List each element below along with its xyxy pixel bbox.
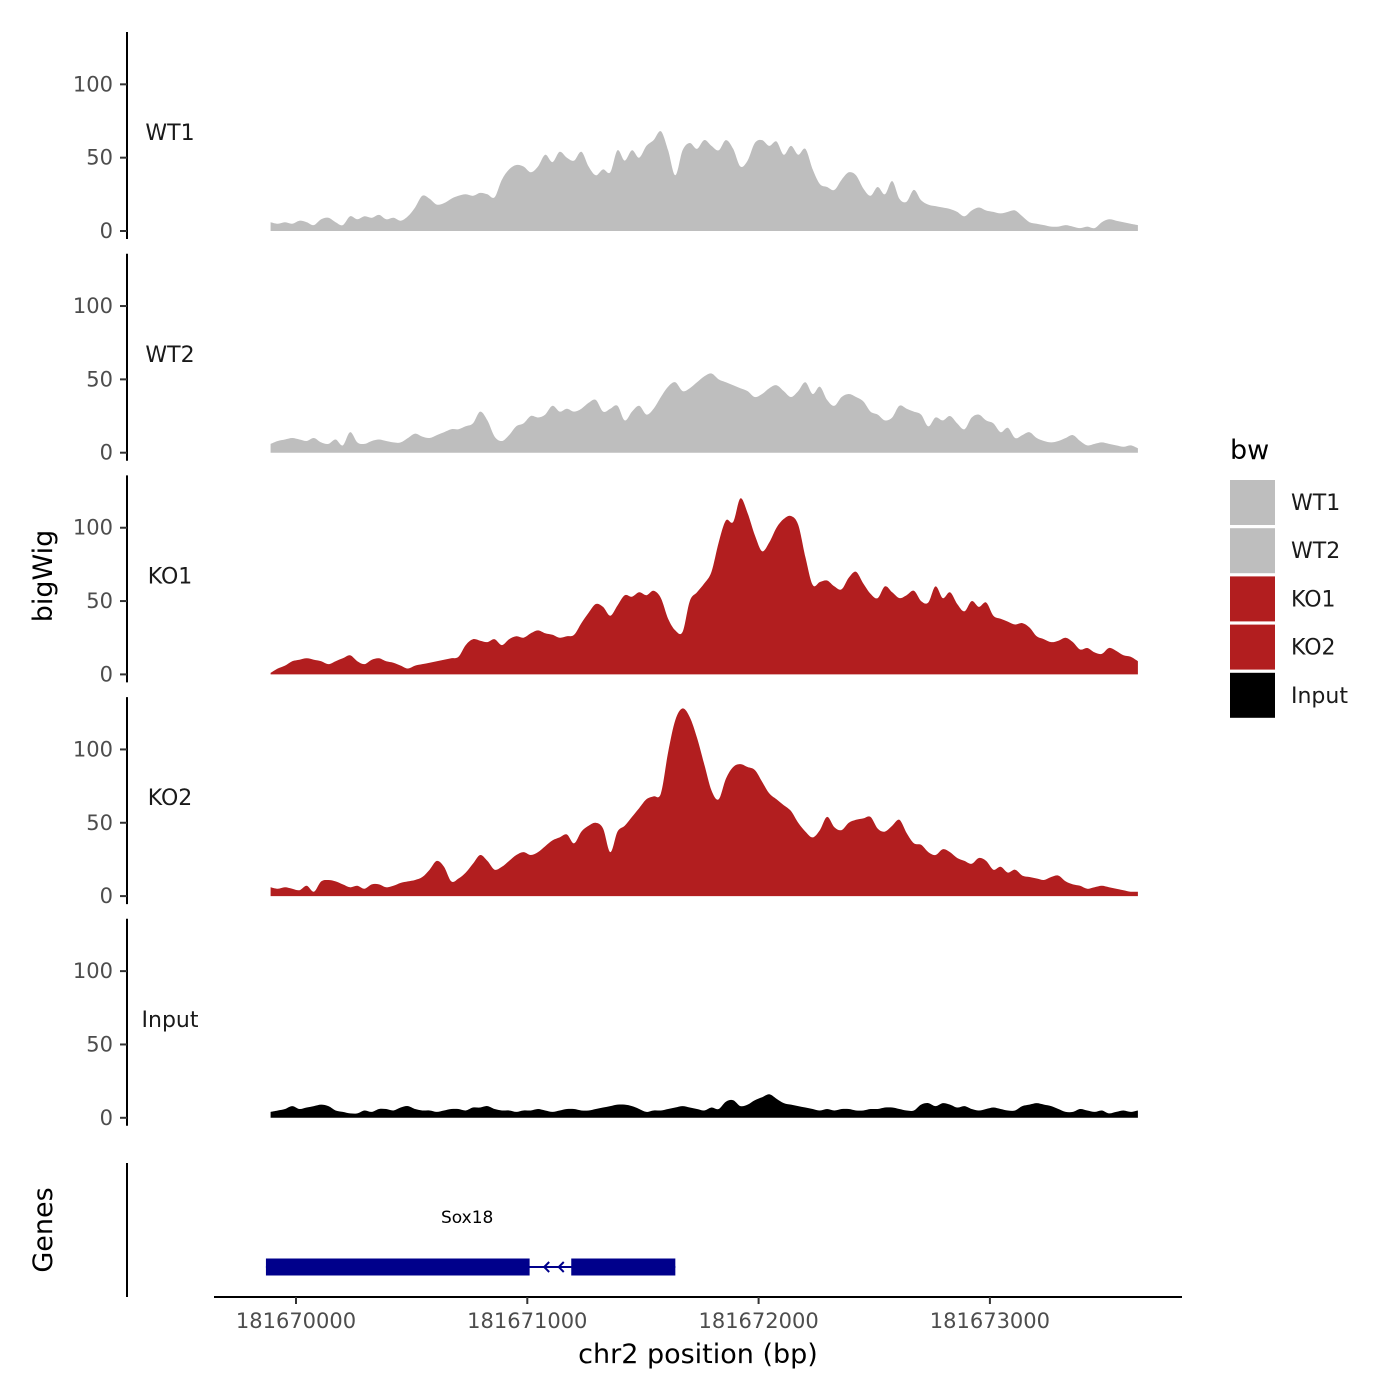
x-tick-label: 181670000 (236, 1309, 356, 1333)
tracks-group: 0 50 100 WT1 0 50 100 WT2 0 50 100 KO1 0 50 100 KO2 0 50 1… (73, 32, 1138, 1130)
y-tick-label: 50 (86, 146, 113, 170)
strand-arrow (557, 1261, 565, 1273)
y-tick-label: 50 (86, 367, 113, 391)
gene-exon (265, 1258, 530, 1276)
legend-swatch-wt1 (1230, 480, 1275, 525)
signal-area-wt2 (270, 373, 1138, 453)
legend-label: Input (1291, 684, 1348, 709)
track-label: Input (142, 1008, 199, 1033)
x-tick-label: 181673000 (930, 1309, 1050, 1333)
track-label: KO2 (148, 786, 193, 811)
signal-area-input (270, 1094, 1138, 1118)
legend-swatch-ko2 (1230, 624, 1275, 670)
genes-panel: Genes Sox18 (28, 1163, 676, 1297)
y-axis-title: bigWig (28, 530, 59, 623)
legend: bw WT1 WT2 KO1 KO2 Input (1230, 435, 1348, 718)
legend-swatch-ko1 (1230, 576, 1275, 622)
gene-exon (571, 1258, 676, 1276)
legend-label: WT1 (1291, 491, 1340, 516)
legend-label: KO2 (1291, 636, 1336, 661)
y-tick-label: 100 (73, 737, 113, 761)
y-tick-label: 100 (73, 516, 113, 540)
track-label: WT1 (145, 121, 194, 146)
track-wt1: 0 50 100 WT1 (73, 32, 1138, 243)
x-tick-label: 181671000 (467, 1309, 587, 1333)
track-label: KO1 (148, 564, 193, 589)
track-ko1: 0 50 100 KO1 (73, 475, 1138, 686)
x-tick-label: 181672000 (698, 1309, 818, 1333)
y-tick-label: 0 (100, 219, 113, 243)
y-tick-label: 0 (100, 441, 113, 465)
track-wt2: 0 50 100 WT2 (73, 253, 1138, 465)
x-axis: chr2 position (bp) 181670000 181671000 181… (214, 1296, 1182, 1370)
signal-area-ko1 (270, 498, 1138, 675)
y-tick-label: 0 (100, 884, 113, 908)
legend-swatch-wt2 (1230, 528, 1275, 574)
gene-model: Sox18 (265, 1208, 676, 1276)
signal-area-ko2 (270, 708, 1138, 897)
signal-area-wt1 (270, 131, 1138, 231)
y-tick-label: 50 (86, 589, 113, 613)
y-tick-label: 0 (100, 662, 113, 686)
legend-label: WT2 (1291, 539, 1340, 564)
track-ko2: 0 50 100 KO2 (73, 697, 1138, 908)
gene-name-label: Sox18 (441, 1208, 493, 1228)
legend-title: bw (1230, 435, 1269, 466)
legend-label: KO1 (1291, 587, 1336, 612)
track-label: WT2 (145, 343, 194, 368)
y-tick-label: 100 (73, 294, 113, 318)
y-tick-label: 100 (73, 72, 113, 96)
strand-arrow (542, 1261, 550, 1273)
genes-axis-title: Genes (28, 1187, 59, 1272)
legend-swatch-input (1230, 672, 1275, 718)
x-axis-title: chr2 position (bp) (578, 1339, 818, 1370)
y-tick-label: 100 (73, 959, 113, 983)
track-input: 0 50 100 Input (73, 918, 1138, 1130)
y-tick-label: 50 (86, 811, 113, 835)
y-tick-label: 0 (100, 1106, 113, 1130)
y-tick-label: 50 (86, 1032, 113, 1056)
